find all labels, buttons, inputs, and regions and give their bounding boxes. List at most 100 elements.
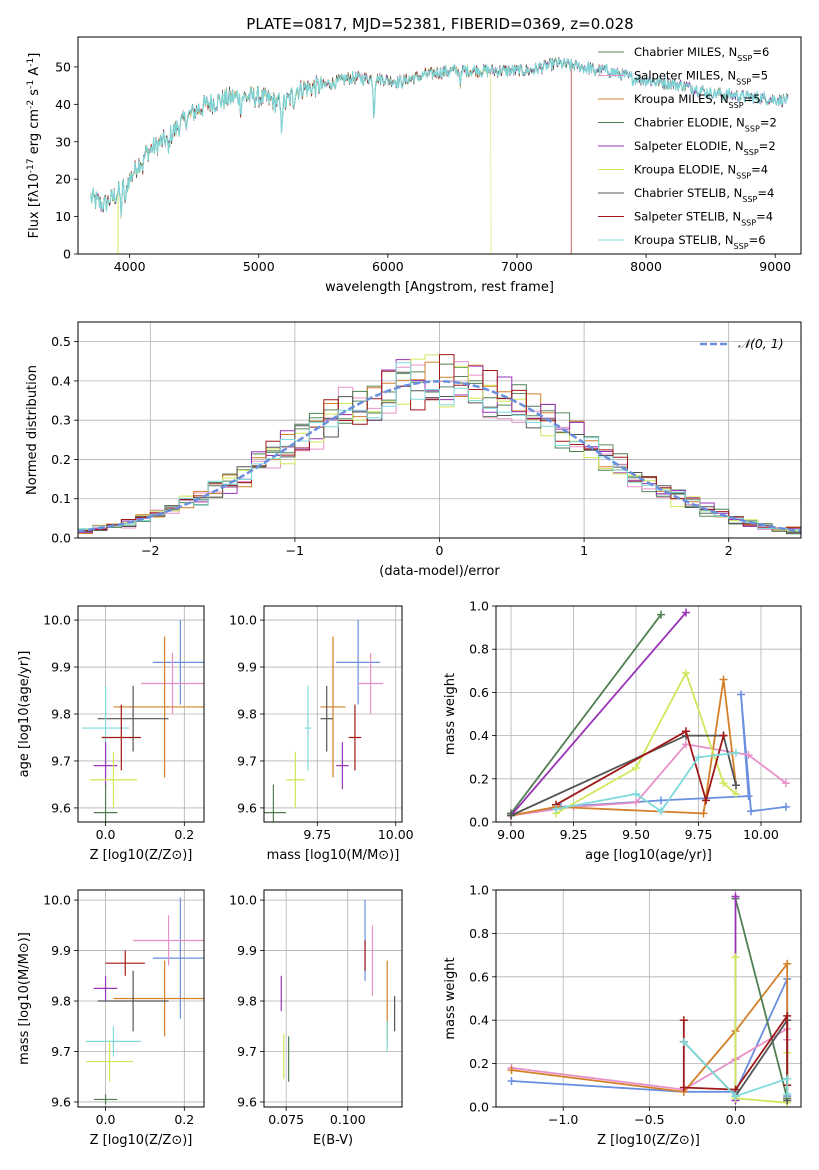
figure-title: PLATE=0817, MJD=52381, FIBERID=0369, z=0…: [246, 15, 633, 33]
x-tick-label: −0.5: [634, 1112, 664, 1127]
weight-marker: [694, 753, 703, 762]
x-tick-label: 7000: [501, 259, 533, 274]
spectrum-panel: 4000 5000 6000 7000 8000 9000 0 10 20 30 40 50 wavel…: [26, 36, 802, 295]
weight-marker: [732, 789, 740, 798]
weight-marker: [507, 1066, 516, 1075]
mass-vs-metallicity-panel: 0.0 0.2 9.6 9.7 9.8 9.9 10.0 Z [log10(Z/Z⊙)] mas…: [17, 889, 205, 1148]
weight-marker: [731, 953, 740, 962]
y-tick-label: 9.6: [237, 1094, 257, 1109]
plot-area: [507, 892, 792, 1107]
x-tick-label: 9.75: [685, 827, 713, 842]
x-tick-label: 10.00: [378, 827, 414, 842]
y-tick-label: 0.3: [51, 413, 71, 428]
x-tick-label: 0: [436, 543, 444, 558]
x-axis-label: Z [log10(Z/Z⊙)]: [597, 1133, 700, 1148]
weight-marker: [782, 802, 790, 811]
y-tick-label: 9.9: [237, 943, 257, 958]
age-vs-metallicity-panel: 0.0 0.2 9.6 9.7 9.8 9.9 10.0 Z [log10(Z/Z⊙)] age…: [17, 605, 205, 863]
weight-vs-age-panel: 9.00 9.25 9.50 9.75 10.00 0.0 0.2 0.4 0.6 0.8 1.0 a…: [443, 599, 802, 863]
x-tick-label: 5000: [243, 259, 275, 274]
weight-marker: [682, 608, 690, 617]
weight-marker: [507, 1076, 516, 1085]
y-tick-label: 10.0: [229, 613, 257, 628]
weight-marker: [507, 811, 515, 820]
y-tick-label: 9.7: [237, 1044, 257, 1059]
y-axis-label: mass weight: [443, 673, 458, 755]
weight-marker: [731, 1092, 740, 1101]
x-tick-label: 10.00: [743, 827, 779, 842]
y-tick-label: 9.7: [237, 753, 257, 768]
x-tick-label: 9000: [759, 259, 791, 274]
age-vs-mass-panel: 9.75 10.00 9.6 9.7 9.8 9.9 10.0 mass [log10(M/M…: [229, 605, 414, 863]
normal-curve: [78, 380, 801, 533]
y-tick-label: 0.0: [51, 531, 71, 546]
y-axis-label: mass weight: [443, 957, 458, 1039]
x-tick-label: −2: [141, 543, 159, 558]
axes-frame: [263, 889, 403, 1108]
plot-area: [90, 56, 789, 254]
x-tick-label: 0.2: [174, 827, 194, 842]
weight-marker: [744, 751, 753, 760]
weight-marker: [632, 764, 640, 772]
weight-marker: [732, 748, 740, 757]
x-tick-label: 8000: [630, 259, 662, 274]
axes-frame: [77, 36, 802, 255]
y-tick-label: 9.6: [237, 800, 257, 815]
x-tick-label: 0.0: [96, 1112, 116, 1127]
y-axis-label: age [log10(age/yr)]: [17, 651, 32, 778]
plot-area: [280, 900, 396, 1082]
y-tick-label: 9.8: [51, 994, 71, 1009]
y-tick-label: 9.7: [51, 1044, 71, 1059]
x-axis-label: wavelength [Angstrom, rest frame]: [325, 280, 554, 295]
weight-series-line: [510, 614, 662, 814]
y-tick-label: 20: [55, 172, 71, 187]
y-tick-label: 50: [55, 59, 71, 74]
axes-frame: [495, 605, 802, 823]
legend-label: Kroupa STELIB, NSSP​=6: [634, 233, 766, 251]
y-tick-label: 0.1: [51, 491, 71, 506]
y-tick-label: 0.5: [51, 334, 71, 349]
weight-marker: [747, 807, 755, 816]
y-tick-label: 0.4: [469, 728, 489, 743]
y-tick-label: 0.0: [469, 1100, 489, 1115]
x-tick-label: 6000: [372, 259, 404, 274]
x-tick-label: 9.25: [560, 827, 588, 842]
legend-label: Chabrier ELODIE, NSSP​=2: [634, 116, 777, 134]
weight-marker: [783, 1074, 792, 1083]
axes-frame: [77, 605, 205, 823]
x-axis-label: Z [log10(Z/Z⊙)]: [90, 848, 193, 863]
weight-marker: [783, 1089, 792, 1098]
x-tick-label: 4000: [114, 259, 146, 274]
y-tick-label: 9.8: [237, 707, 257, 722]
weight-marker: [731, 892, 740, 901]
y-tick-label: 0: [63, 247, 71, 262]
y-tick-label: 0.4: [469, 1013, 489, 1028]
weight-marker: [719, 731, 728, 740]
y-tick-label: 1.0: [469, 883, 489, 898]
weight-series-line: [683, 1041, 789, 1098]
weight-marker: [682, 668, 690, 677]
weight-marker: [702, 796, 710, 805]
plot-area: [81, 620, 204, 822]
y-tick-label: 0.4: [51, 373, 71, 388]
weight-marker: [719, 675, 728, 684]
legend-label: Chabrier STELIB, NSSP​=4: [634, 186, 774, 204]
x-axis-label: mass [log10(M/M⊙)]: [267, 848, 400, 863]
y-tick-label: 30: [55, 134, 71, 149]
weight-marker: [657, 796, 665, 805]
weight-series-line: [510, 611, 687, 817]
y-tick-label: 9.7: [51, 753, 71, 768]
x-tick-label: −1: [286, 543, 304, 558]
x-tick-label: 2: [725, 543, 733, 558]
weight-series-line: [555, 729, 725, 806]
y-tick-label: 9.9: [51, 660, 71, 675]
y-tick-label: 0.8: [469, 642, 489, 657]
legend-label: Salpeter ELODIE, NSSP​=2: [634, 139, 776, 157]
y-axis-label: Normed distribution: [25, 365, 40, 495]
legend-label: Kroupa ELODIE, NSSP​=4: [634, 163, 768, 181]
legend-label: Salpeter MILES, NSSP​=5: [634, 69, 768, 87]
plot-area: [507, 608, 790, 820]
weight-marker: [782, 779, 790, 788]
legend-label: Kroupa MILES, NSSP​=5: [634, 92, 761, 110]
